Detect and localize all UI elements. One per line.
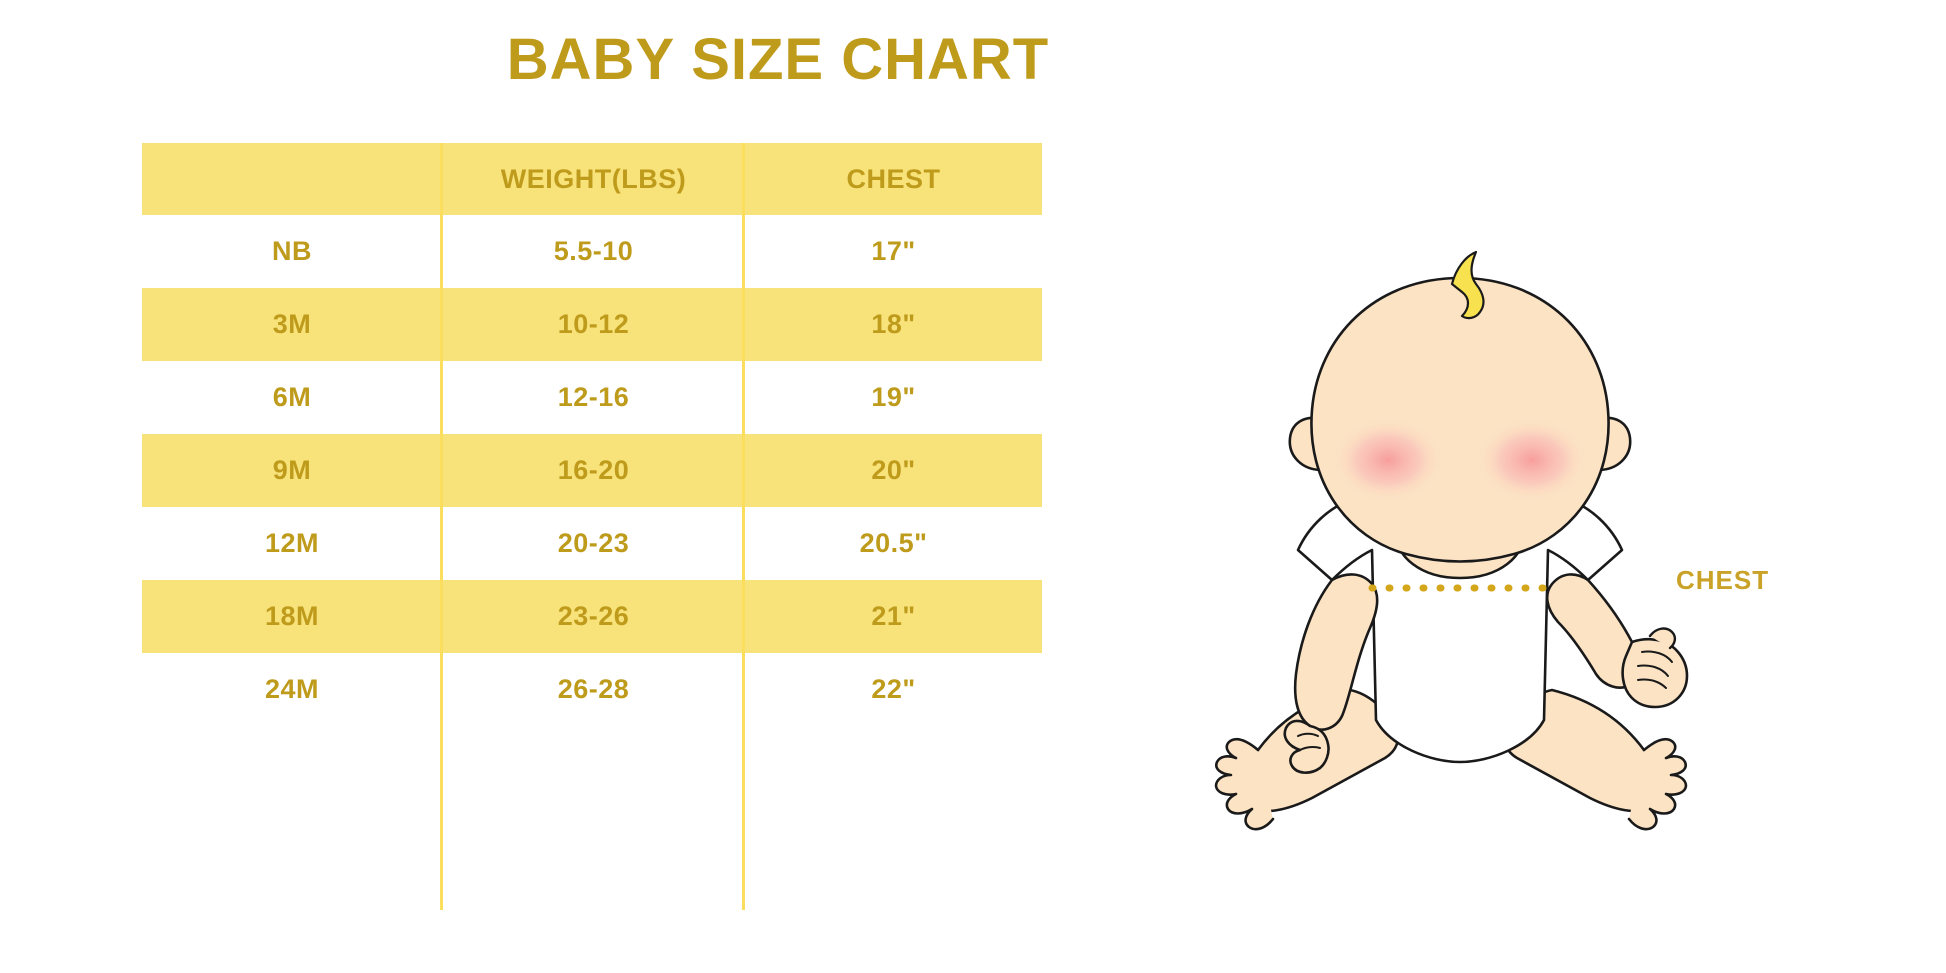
cell-size: 9M <box>272 455 312 485</box>
chest-measure-label: CHEST <box>1676 565 1770 595</box>
table-header-row: WEIGHT(LBS) CHEST <box>142 143 1042 215</box>
arm-right <box>1545 573 1689 709</box>
head <box>1288 276 1632 563</box>
column-header-size <box>142 143 442 215</box>
column-header-chest: CHEST <box>846 163 941 194</box>
cell-weight: 23-26 <box>557 601 630 631</box>
cell-size: 3M <box>272 309 312 339</box>
size-table-container: WEIGHT(LBS) CHEST NB 5.5-10 17" 3M 10-12… <box>142 143 1042 726</box>
table-column-divider-2 <box>742 143 745 910</box>
cell-size: NB <box>272 236 312 266</box>
cheek-right <box>1476 418 1588 502</box>
cell-chest: 17" <box>871 236 916 266</box>
size-table: WEIGHT(LBS) CHEST NB 5.5-10 17" 3M 10-12… <box>142 143 1042 726</box>
hair-curl <box>1450 250 1485 320</box>
skull <box>1310 276 1610 563</box>
table-row: 18M 23-26 21" <box>142 580 1042 653</box>
baby-illustration <box>1214 250 1689 831</box>
cell-size: 12M <box>264 528 320 558</box>
page-title: BABY SIZE CHART <box>0 28 1946 92</box>
cell-weight: 26-28 <box>557 674 630 704</box>
size-table-body: NB 5.5-10 17" 3M 10-12 18" 6M 12-16 19" … <box>142 215 1042 726</box>
cell-chest: 18" <box>871 309 916 339</box>
cell-chest: 20.5" <box>859 528 928 558</box>
table-row: 9M 16-20 20" <box>142 434 1042 507</box>
cell-chest: 22" <box>871 674 916 704</box>
cell-weight: 12-16 <box>557 382 630 412</box>
cell-weight: 20-23 <box>557 528 630 558</box>
cell-weight: 16-20 <box>557 455 630 485</box>
table-row: NB 5.5-10 17" <box>142 215 1042 288</box>
cell-size: 6M <box>272 382 312 412</box>
cell-chest: 19" <box>871 382 916 412</box>
cheek-left <box>1332 418 1444 502</box>
cell-chest: 21" <box>871 601 916 631</box>
cell-size: 18M <box>264 601 320 631</box>
cell-chest: 20" <box>871 455 916 485</box>
cell-weight: 10-12 <box>557 309 630 339</box>
table-column-divider-1 <box>440 143 443 910</box>
page-title-text: BABY SIZE CHART <box>506 27 1050 92</box>
table-row: 3M 10-12 18" <box>142 288 1042 361</box>
arm-left <box>1283 573 1379 774</box>
table-row: 12M 20-23 20.5" <box>142 507 1042 580</box>
table-row: 24M 26-28 22" <box>142 653 1042 726</box>
cell-size: 24M <box>264 674 320 704</box>
cell-weight: 5.5-10 <box>553 236 634 266</box>
table-row: 6M 12-16 19" <box>142 361 1042 434</box>
column-header-weight: WEIGHT(LBS) <box>500 163 687 194</box>
